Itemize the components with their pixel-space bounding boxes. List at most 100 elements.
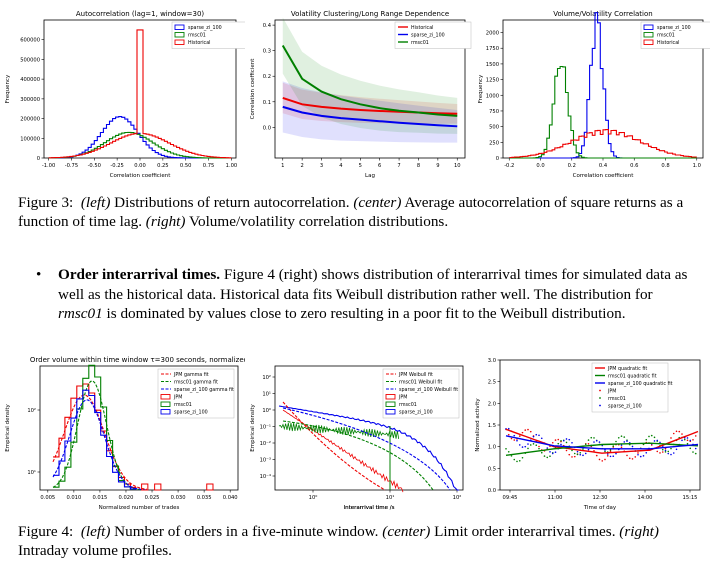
y-tick-label: 3.0: [488, 358, 496, 364]
y-tick-label: 1750: [486, 46, 499, 52]
y-tick-label: 0.3: [263, 49, 271, 55]
histogram-rmsc01: [509, 65, 697, 159]
scatter-point: [626, 454, 628, 457]
y-tick-label: 1.5: [488, 423, 496, 429]
scatter-point: [672, 452, 675, 454]
scatter-point: [675, 448, 678, 451]
scatter-point: [507, 427, 510, 430]
line-rmsc01: [281, 45, 458, 117]
y-axis-label: Empirical density: [5, 404, 11, 452]
legend-swatch: [160, 401, 171, 407]
scatter-point: [689, 439, 692, 442]
scatter-point: [505, 447, 507, 450]
y-tick-label: 1.0: [488, 445, 496, 451]
x-tick-label: 3: [320, 163, 323, 169]
plot-frame: [274, 365, 464, 491]
scatter-point: [571, 456, 573, 458]
x-tick-label: 8: [417, 163, 420, 169]
scatter-point: [648, 435, 650, 438]
scatter-point: [670, 447, 672, 450]
legend-swatch: [160, 394, 171, 400]
scatter-point: [560, 439, 562, 442]
fit-sparse_zi_100 quadratic fit: [505, 435, 699, 450]
scatter-point: [587, 439, 590, 441]
figure4-caption: Figure 4: (left) Number of orders in a f…: [18, 522, 694, 560]
scatter-point: [606, 455, 609, 457]
legend-swatch: [599, 389, 601, 392]
legend-label: rmsc01: [657, 33, 675, 39]
scatter-point: [579, 453, 582, 456]
scatter-point: [661, 451, 664, 453]
x-tick-label: 11:00: [548, 495, 563, 501]
scatter-point: [540, 437, 543, 440]
y-axis-label: Frequency: [5, 74, 11, 103]
scatter-point: [623, 436, 626, 438]
scatter-point: [516, 460, 518, 463]
y-tick-label: 10²: [262, 375, 271, 381]
x-tick-label: 0.010: [66, 495, 81, 501]
x-tick-label: 12:30: [593, 495, 608, 501]
scatter-point: [565, 449, 568, 452]
x-axis-label: Correlation coefficient: [110, 173, 172, 179]
x-tick-label: 10²: [453, 495, 462, 501]
y-tick-label: 1000: [486, 93, 499, 99]
y-tick-label: 0.4: [263, 23, 272, 29]
scatter-point: [524, 445, 527, 448]
legend-swatch: [643, 32, 654, 38]
y-axis-label: Empirical density: [250, 404, 256, 452]
scatter-point: [656, 439, 659, 442]
scatter-point: [656, 450, 659, 453]
y-tick-label: 200000: [20, 117, 40, 123]
figure3-caption-part-3: Average autocorrelation of square return…: [18, 194, 684, 230]
legend-swatch: [160, 409, 171, 415]
scatter-point: [516, 439, 518, 442]
histogram-outlier-bar: [206, 483, 214, 491]
scatter-point: [650, 434, 653, 437]
figure4-caption-part-0: (left): [80, 523, 111, 540]
scatter-point: [529, 430, 532, 433]
bullet-title: Order interarrival times.: [58, 266, 221, 283]
x-tick-label: 0.015: [92, 495, 107, 501]
scatter-point: [513, 439, 516, 441]
fit-green: [282, 420, 434, 491]
scatter-point: [546, 456, 549, 459]
x-tick-label: 0.50: [180, 163, 192, 169]
scatter-point: [645, 438, 648, 441]
scatter-point: [565, 438, 568, 440]
scatter-point: [507, 450, 510, 453]
scatter-point: [631, 458, 634, 460]
legend-swatch: [599, 397, 601, 399]
scatter-point: [573, 455, 576, 458]
x-tick-label: 10¹: [386, 495, 395, 501]
legend-label: rmsc01 quadratic fit: [608, 374, 657, 380]
scatter-point: [628, 457, 631, 460]
legend-label: Historical: [188, 40, 210, 46]
scatter-point: [557, 442, 560, 445]
figure4-caption-part-2: (center): [382, 523, 431, 540]
y-tick-label: 10⁻²: [260, 441, 271, 447]
fig3-left-chart: Autocorrelation (lag=1, window=30) Correl…: [0, 2, 245, 180]
scatter-point: [576, 453, 579, 456]
scatter-point: [565, 441, 568, 444]
y-tick-label: 10⁻⁴: [260, 474, 271, 480]
scatter-point: [582, 454, 584, 457]
legend-label: sparse_zi_100 Weibull fit: [399, 387, 458, 393]
scatter-point: [554, 439, 557, 441]
scatter-point: [573, 452, 576, 455]
scatter-point: [601, 460, 604, 462]
scatter-point: [604, 449, 606, 451]
scatter-point: [653, 436, 656, 439]
x-tick-label: -0.25: [110, 163, 123, 169]
histogram-outlier-bar: [141, 483, 149, 491]
scatter-point: [540, 451, 543, 454]
chart-title: Volatility Clustering/Long Range Depende…: [291, 10, 449, 18]
scatter-point: [538, 434, 540, 437]
legend-box: [157, 368, 235, 419]
legend-swatch: [174, 32, 185, 38]
legend-label: JPM gamma fit: [173, 372, 209, 378]
scatter-point: [518, 459, 521, 462]
scatter-point: [576, 450, 579, 453]
scatter-point: [650, 444, 653, 446]
scatter-point: [507, 433, 510, 436]
figure4-caption-part-5: Intraday volume profiles.: [18, 542, 172, 559]
